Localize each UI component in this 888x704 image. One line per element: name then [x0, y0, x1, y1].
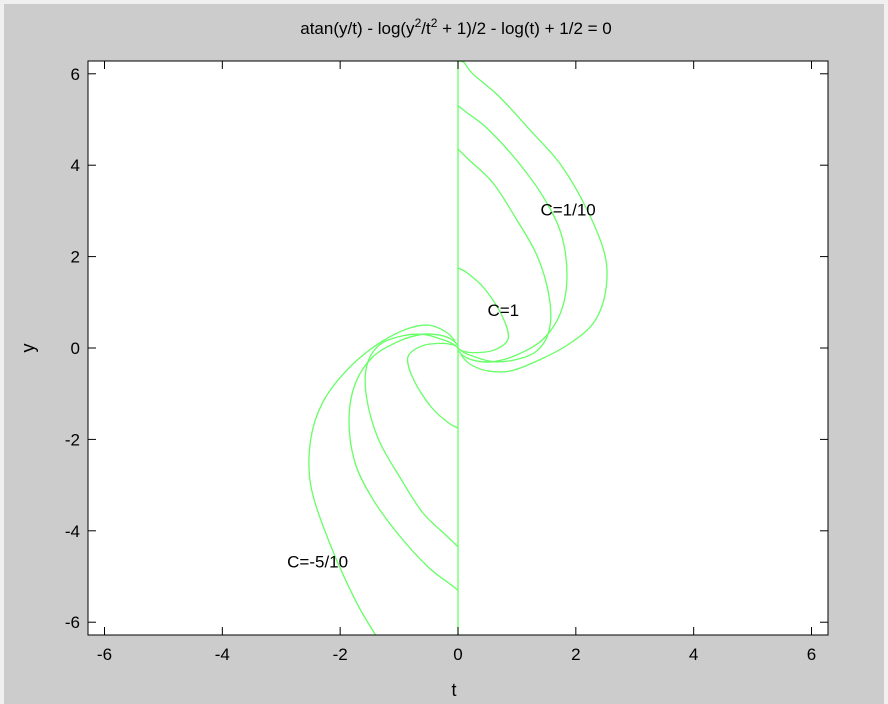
title-part-2: /t — [421, 19, 431, 38]
title-part-1: atan(y/t) - log(y — [300, 19, 415, 38]
contour-line-1 — [457, 60, 608, 373]
y-tick-label: 4 — [71, 156, 80, 175]
contour-line-5 — [406, 342, 459, 429]
contour-line-2 — [457, 105, 568, 363]
annotation-layer: C=1/10 C=1 C=-5/10 — [287, 200, 596, 571]
contour-plot: atan(y/t) - log(y2/t2 + 1)/2 - log(t) + … — [18, 16, 829, 700]
x-tick-label: 0 — [453, 645, 462, 664]
contour-line-4 — [457, 267, 510, 354]
x-tick-label: 6 — [807, 645, 816, 664]
y-tick-label: 6 — [71, 65, 80, 84]
x-tick-label: 4 — [689, 645, 698, 664]
contour-annotation: C=1/10 — [540, 200, 595, 219]
tick-layer: -6 -4 -2 0 2 4 6 -6 -4 -2 0 2 4 6 — [65, 61, 828, 664]
contour-line-8 — [308, 324, 456, 636]
title-superscript-1: 2 — [415, 16, 422, 30]
contour-annotation: C=1 — [487, 301, 519, 320]
x-tick-label: -4 — [215, 645, 230, 664]
y-tick-label: 0 — [71, 339, 80, 358]
y-axis-label: y — [18, 344, 38, 353]
x-tick-label: -2 — [333, 645, 348, 664]
figure-window: atan(y/t) - log(y2/t2 + 1)/2 - log(t) + … — [4, 4, 884, 704]
plot-frame — [87, 60, 829, 636]
y-tick-label: -2 — [65, 430, 80, 449]
y-tick-label: -6 — [65, 613, 80, 632]
contour-line-7 — [348, 333, 459, 591]
contour-annotation: C=-5/10 — [287, 552, 348, 571]
contour-line-6 — [364, 333, 459, 548]
title-part-3: + 1)/2 - log(t) + 1/2 = 0 — [437, 19, 611, 38]
x-tick-label: 2 — [571, 645, 580, 664]
contour-line-3 — [457, 148, 552, 363]
chart-title: atan(y/t) - log(y2/t2 + 1)/2 - log(t) + … — [300, 16, 611, 38]
x-axis-label: t — [451, 680, 456, 700]
y-tick-label: 2 — [71, 248, 80, 267]
y-tick-label: -4 — [65, 522, 80, 541]
title-superscript-2: 2 — [431, 16, 438, 30]
x-tick-label: -6 — [97, 645, 112, 664]
series-layer — [308, 60, 608, 636]
